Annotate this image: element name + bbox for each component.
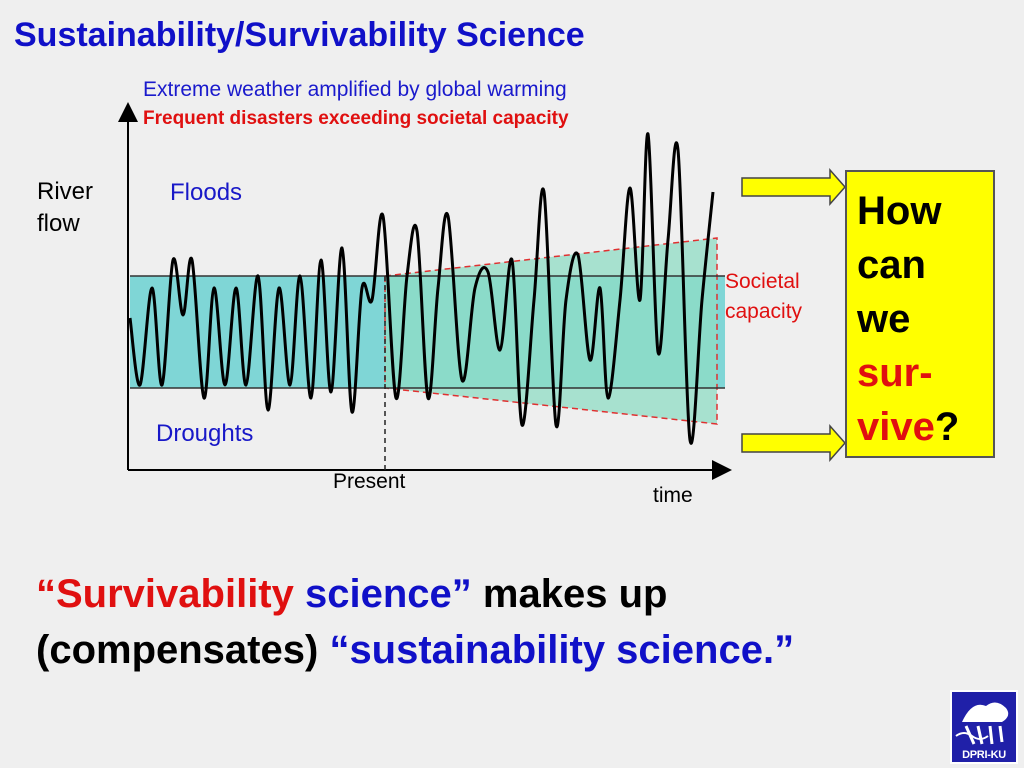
floods-label: Floods xyxy=(170,179,243,206)
arrow-upper xyxy=(741,168,847,206)
header-line-disasters: Frequent disasters exceeding societal ca… xyxy=(143,108,569,129)
phrase-compensates: (compensates) xyxy=(36,628,319,672)
open-quote: “ xyxy=(36,572,56,616)
x-axis-label: time xyxy=(653,484,693,507)
droughts-label: Droughts xyxy=(156,420,254,447)
header-line-warming: Extreme weather amplified by global warm… xyxy=(143,78,567,101)
conclusion-text: “Survivability science” makes up (compen… xyxy=(36,566,794,678)
question-line-1: How xyxy=(857,189,942,233)
question-line-3: we xyxy=(857,297,911,341)
question-mark: ? xyxy=(934,405,960,449)
dpri-logo-label: DPRI-KU xyxy=(962,749,1006,761)
societal-capacity-label: Societal capacity xyxy=(725,270,803,323)
river-flow-curve xyxy=(128,132,715,445)
arrow-lower xyxy=(741,424,847,462)
slide-title: Sustainability/Survivability Science xyxy=(14,16,585,54)
dpri-logo: DPRI-KU xyxy=(950,690,1018,764)
word-science: science” xyxy=(305,572,472,616)
question-line-4: sur- xyxy=(857,346,993,400)
question-box: How can we sur- vive? xyxy=(845,170,995,458)
present-label: Present xyxy=(333,470,406,493)
dpri-logo-icon xyxy=(955,702,1009,745)
conclusion-line-1: “Survivability science” makes up xyxy=(36,566,794,622)
question-line-5: vive? xyxy=(857,400,993,454)
survive-part-1: sur- xyxy=(857,351,933,395)
conclusion-line-2: (compensates) “sustainability science.” xyxy=(36,622,794,678)
question-line-2: can xyxy=(857,243,926,287)
y-axis-label: River flow xyxy=(37,178,94,237)
phrase-sustainability-science: “sustainability science.” xyxy=(329,628,795,672)
word-survivability: Survivability xyxy=(56,572,294,616)
survive-part-2: vive xyxy=(857,405,935,449)
phrase-makes-up: makes up xyxy=(482,572,668,616)
